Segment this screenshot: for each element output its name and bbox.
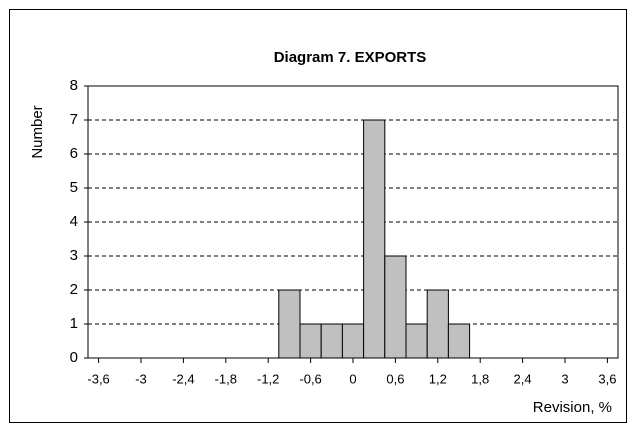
bar [426,289,449,359]
x-tick-label: 3 [561,371,568,386]
x-tick-label: 1,8 [471,371,489,386]
bar [447,323,471,359]
bar [341,323,365,359]
x-tick-label: 3,6 [598,371,616,386]
x-tick-label: -3,6 [87,371,109,386]
y-tick-label: 7 [70,111,78,128]
y-tick-label: 2 [70,281,78,298]
bar [320,323,343,359]
x-axis-title: Revision, % [533,399,612,416]
y-tick-label: 0 [70,349,78,366]
y-tick-label: 5 [70,179,78,196]
x-tick-label: -2,4 [172,371,194,386]
x-tick-label: -0,6 [299,371,321,386]
y-tick-label: 8 [70,77,78,94]
x-tick-label: 2,4 [514,371,532,386]
x-tick-label: 1,2 [429,371,447,386]
bar [405,323,428,359]
bar [384,255,407,359]
y-tick-label: 1 [70,315,78,332]
x-tick-label: 0,6 [386,371,404,386]
x-tick-label: 0 [349,371,356,386]
chart-title: Diagram 7. EXPORTS [274,49,427,66]
bar [363,119,386,359]
bar [299,323,322,359]
y-tick-label: 4 [70,213,78,230]
x-tick-label: -1,8 [215,371,237,386]
x-tick-label: -1,2 [257,371,279,386]
bar [278,289,301,359]
y-axis-title: Number [29,105,46,158]
y-tick-label: 6 [70,145,78,162]
x-tick-label: -3 [135,371,147,386]
y-tick-label: 3 [70,247,78,264]
